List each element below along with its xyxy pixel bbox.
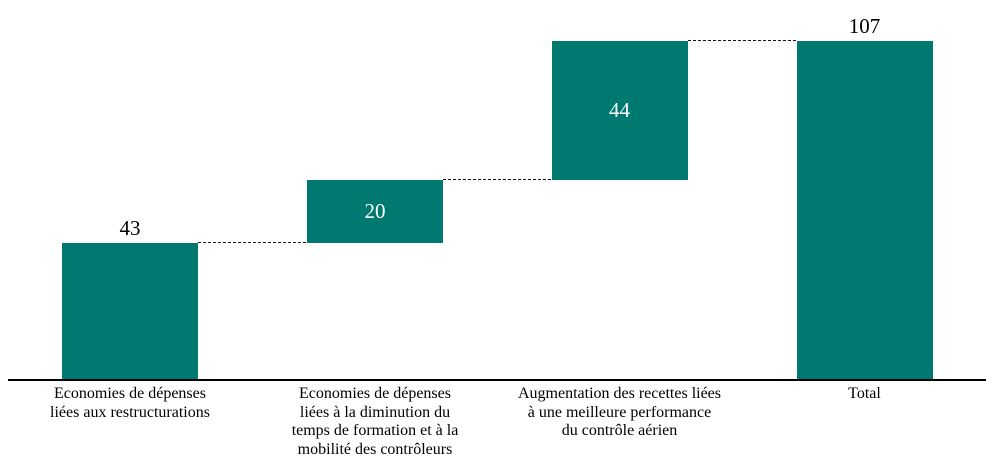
x-axis-line — [8, 379, 986, 381]
category-label: Augmentation des recettes liées à une mei… — [490, 385, 750, 441]
category-label-line: mobilité des contrôleurs — [297, 440, 453, 458]
waterfall-connector-dotted-line — [687, 40, 797, 41]
category-label: Economies de dépenses liées à la diminuti… — [245, 385, 505, 459]
bar-value-label: 43 — [119, 216, 141, 241]
waterfall-bar-total — [796, 41, 933, 379]
bar-value-label: 107 — [848, 14, 881, 38]
category-label-line: liées aux restructurations — [50, 403, 210, 421]
category-label-line: liées à la diminution du — [299, 403, 451, 421]
category-label-line: Economies de dépenses — [54, 385, 206, 402]
category-label-line: à une meilleure performance — [527, 403, 712, 421]
bar-value-label: 44 — [609, 97, 630, 122]
category-label: Economies de dépenses liées aux restructu… — [0, 385, 260, 422]
waterfall-connector-dotted-line — [443, 178, 552, 180]
category-label-line: du contrôle aérien — [561, 422, 678, 439]
category-label-line: Total — [848, 385, 881, 402]
waterfall-bar: 44 — [551, 41, 688, 180]
category-label-line: temps de formation et à la — [291, 422, 459, 439]
waterfall-bar — [62, 243, 198, 379]
bar-value-label: 20 — [364, 199, 386, 224]
category-label: Total — [735, 385, 995, 404]
waterfall-connector-dotted-line — [198, 242, 307, 244]
category-label-line: Economies de dépenses — [299, 385, 451, 402]
category-label-line: Augmentation des recettes liées — [517, 385, 722, 402]
waterfall-bar: 20 — [307, 179, 443, 244]
